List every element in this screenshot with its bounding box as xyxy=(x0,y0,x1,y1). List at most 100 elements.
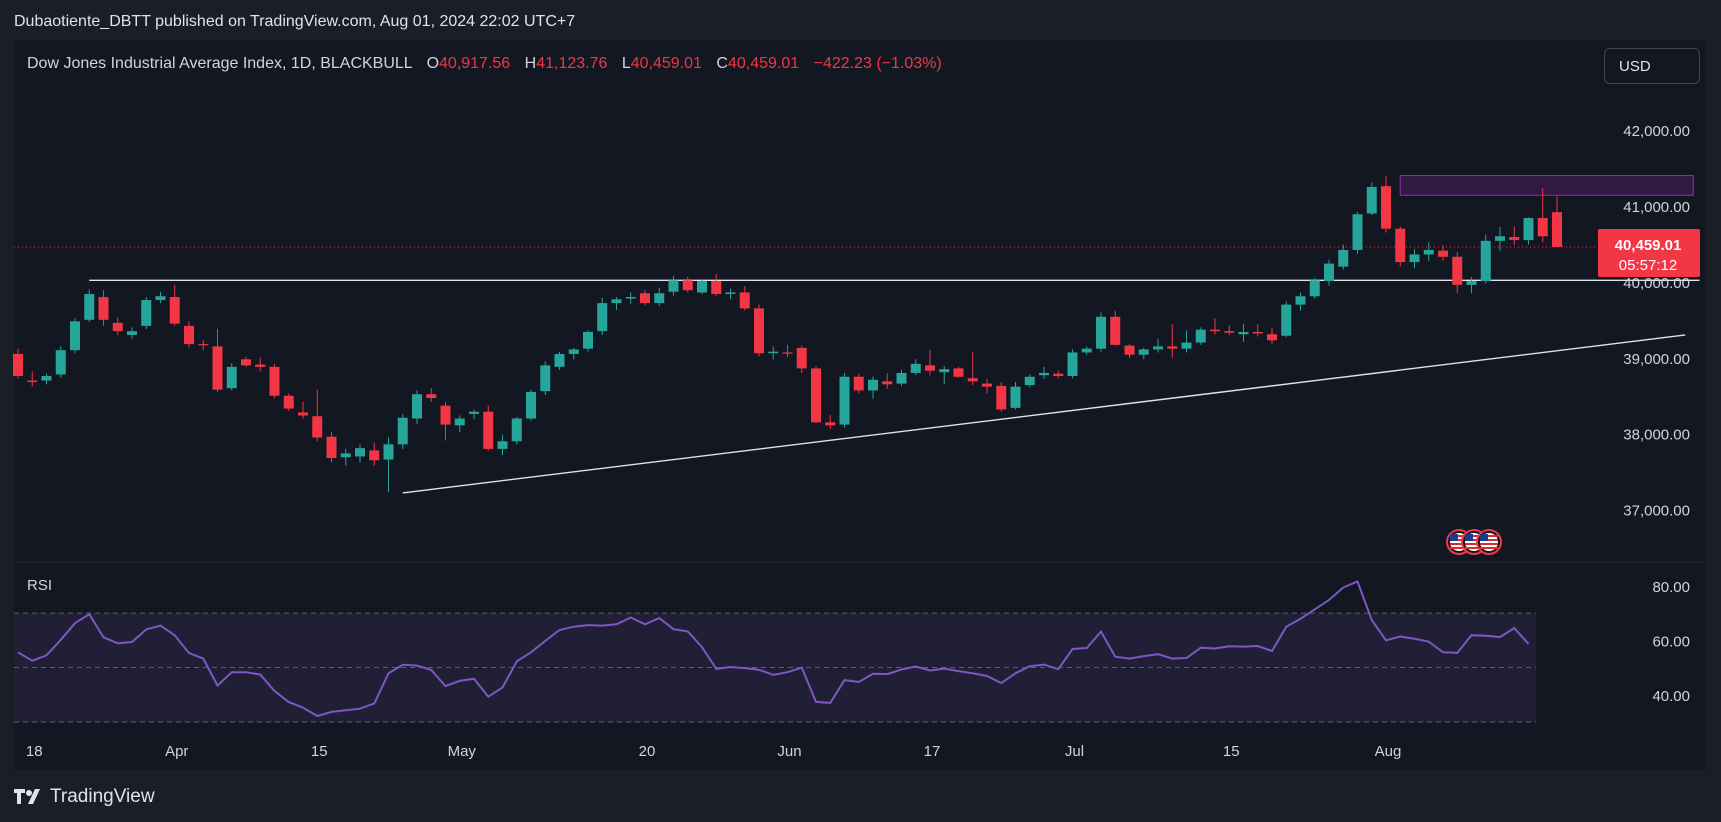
candle-body xyxy=(141,300,152,326)
candle-body xyxy=(1295,296,1306,305)
candle-body xyxy=(212,346,223,390)
candle-up xyxy=(1010,382,1021,410)
price-badge-price: 40,459.01 xyxy=(1615,237,1682,254)
close-value: 40,459.01 xyxy=(727,55,800,72)
rsi-layer xyxy=(14,580,1536,723)
rising-trendline xyxy=(402,334,1686,494)
candle-up xyxy=(397,413,408,449)
candle-body xyxy=(369,450,380,461)
candle-up xyxy=(1067,349,1078,379)
candle-up xyxy=(226,363,237,391)
candle-body xyxy=(84,293,95,320)
candle-body xyxy=(169,297,180,324)
candle-up xyxy=(1181,330,1192,353)
time-tick-label: 18 xyxy=(26,743,43,760)
candle-body xyxy=(1138,349,1149,355)
chart-frame[interactable] xyxy=(14,40,1706,770)
candle-up xyxy=(412,390,422,424)
publisher-line: Dubaotiente_DBTT published on TradingVie… xyxy=(14,13,576,30)
candle-down xyxy=(1452,252,1463,294)
candle-down xyxy=(1124,344,1135,358)
candle-up xyxy=(84,289,95,323)
candle-up xyxy=(1295,292,1306,311)
candle-body xyxy=(98,297,109,320)
candle-body xyxy=(967,378,978,382)
flag-stripe xyxy=(1450,535,1468,537)
candle-body xyxy=(1053,373,1064,376)
candle-up xyxy=(668,275,679,296)
candle-down xyxy=(27,371,38,387)
rsi-title: RSI xyxy=(27,577,53,594)
time-tick-label: Jun xyxy=(777,743,801,760)
currency-button[interactable]: USD xyxy=(1604,48,1700,84)
tradingview-logo-icon[interactable] xyxy=(14,786,46,808)
candle-up xyxy=(868,376,878,399)
candle-down xyxy=(754,304,764,357)
candle-up xyxy=(1366,182,1377,216)
candle-body xyxy=(1195,329,1206,343)
candle-down xyxy=(996,382,1007,412)
candle-down xyxy=(1110,310,1121,346)
candle-body xyxy=(1167,346,1178,349)
candle-up xyxy=(55,346,66,378)
candle-up xyxy=(1039,366,1049,380)
candle-down xyxy=(1267,328,1277,345)
tradingview-brand[interactable]: TradingView xyxy=(50,786,155,807)
candle-down xyxy=(241,357,251,367)
candle-body xyxy=(241,359,251,366)
price-tick-label: 41,000.00 xyxy=(1623,199,1690,216)
candle-up xyxy=(454,415,465,433)
candle-body xyxy=(340,453,351,458)
candle-body xyxy=(1395,228,1406,263)
candle-body xyxy=(739,292,750,309)
published-header: Dubaotiente_DBTT published on TradingVie… xyxy=(0,0,1721,40)
candle-up xyxy=(1338,244,1349,270)
candle-down xyxy=(640,290,650,306)
candle-body xyxy=(283,395,294,409)
candle-down xyxy=(426,388,437,402)
candle-body xyxy=(1409,254,1420,263)
symbol-name[interactable]: Dow Jones Industrial Average Index, 1D, … xyxy=(27,55,413,72)
candle-body xyxy=(155,296,166,301)
candle-body xyxy=(1039,372,1049,376)
candle-down xyxy=(882,372,893,389)
candle-body xyxy=(426,394,437,399)
candles-layer xyxy=(13,176,1562,493)
candle-body xyxy=(1210,329,1220,332)
time-tick-label: Apr xyxy=(165,743,188,760)
candle-up xyxy=(1281,301,1292,338)
candle-body xyxy=(1480,240,1491,282)
flag-stripe xyxy=(1465,535,1483,537)
candle-body xyxy=(1124,345,1135,355)
candle-body xyxy=(768,351,779,354)
flag-stripe xyxy=(1465,547,1483,549)
candle-up xyxy=(1466,277,1477,294)
flag-stripe xyxy=(1480,547,1498,549)
candle-body xyxy=(198,344,209,346)
candle-body xyxy=(511,418,522,442)
candle-up xyxy=(127,327,137,339)
candle-up xyxy=(725,288,736,300)
candle-down xyxy=(1053,370,1064,379)
candle-down xyxy=(967,351,978,386)
candle-body xyxy=(953,368,964,377)
candle-body xyxy=(1381,186,1391,229)
candle-body xyxy=(1081,348,1092,353)
candle-body xyxy=(184,325,194,345)
candle-up xyxy=(1409,249,1420,269)
candle-body xyxy=(383,444,394,460)
candle-body xyxy=(1509,237,1520,241)
price-tick-label: 39,000.00 xyxy=(1623,351,1690,368)
candle-body xyxy=(1352,214,1363,250)
candle-down xyxy=(1210,318,1220,335)
high-value: 41,123.76 xyxy=(536,55,608,72)
candle-up xyxy=(155,291,166,304)
candle-body xyxy=(1024,376,1035,386)
candle-down xyxy=(796,345,807,373)
candle-up xyxy=(939,366,950,385)
candle-body xyxy=(996,385,1007,410)
high-label: H xyxy=(524,55,537,72)
candle-body xyxy=(725,292,736,294)
candle-body xyxy=(483,411,494,449)
